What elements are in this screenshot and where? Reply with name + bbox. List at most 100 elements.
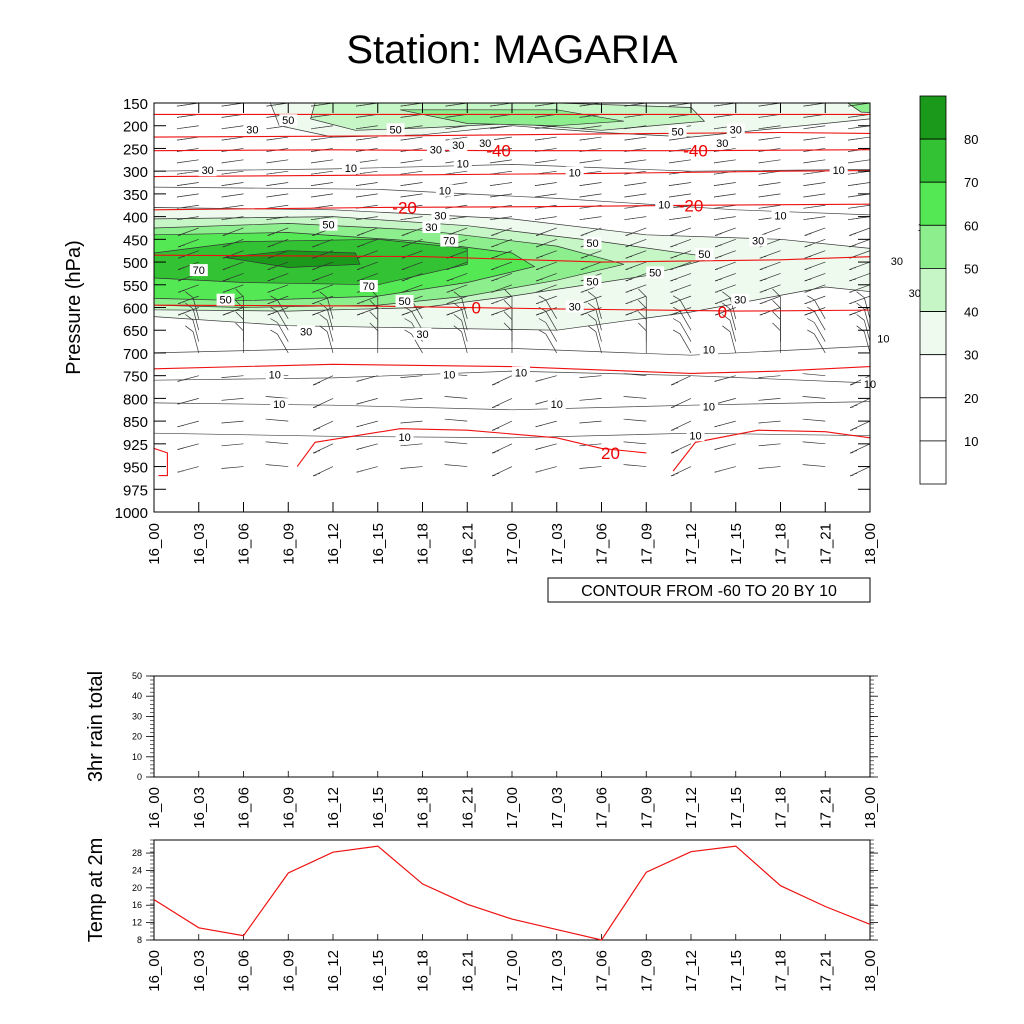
wind-barb [759,227,781,236]
wind-barb [535,443,557,450]
wind-barb [758,466,781,469]
wind-barb [849,466,870,477]
wind-barb-flag [312,257,316,259]
wind-barb-flag [763,256,767,258]
wind-barb-flag [772,288,781,298]
wind-barb [758,182,781,186]
wind-barb-flag [316,278,319,280]
wind-barb [579,466,602,469]
wind-barb [849,307,870,316]
wind-barb-flag [271,233,275,235]
wind-barb [624,396,647,399]
wind-barb [400,443,423,447]
wind-barb-flag [722,291,731,298]
humidity-contour-label: 30 [734,295,746,307]
wind-barb-flag [763,301,767,303]
wind-barb-flag [587,314,597,321]
humidity-contour-label: 50 [586,238,598,250]
wind-barb [670,239,692,248]
wind-barb-flag [715,268,718,270]
temp-panel-y-label: Temp at 2m [85,838,107,942]
wind-barb [848,136,870,141]
wind-barb-flag [271,301,275,303]
wind-barb-flag [715,257,718,259]
main-time-label: 17_06 [594,523,611,565]
wind-barb-flag [856,325,865,332]
wind-barb-flag [674,244,677,246]
wind-barb [595,320,602,342]
wind-barb-flag [401,314,405,316]
wind-barb [535,375,557,382]
wind-barb-flag [718,278,722,280]
wind-barb-flag [319,291,328,298]
contour-info-box: CONTOUR FROM -60 TO 20 BY 10 [547,577,871,603]
wind-barb-flag [491,268,495,270]
wind-barb-flag [450,312,454,315]
time-label: 17_12 [683,950,700,992]
wind-barb [759,295,781,305]
wind-barb [803,396,826,399]
wind-barb [669,182,692,186]
wind-barb-flag [401,246,405,248]
wind-barb [804,239,826,248]
colorbar-segment [919,181,947,226]
wind-barb-flag [763,278,767,280]
wind-barb-flag [503,322,513,332]
wind-barb [267,250,289,259]
humidity-contour-label: 10 [703,345,715,357]
wind-barb-flag [178,234,181,236]
wind-barb [534,193,557,198]
humidity-label-bg [565,166,584,179]
wind-barb [714,420,736,428]
wind-barb-flag [450,278,454,280]
main-y-axis-label: Pressure (hPa) [63,240,85,375]
humidity-contour-label: 30 [202,165,214,177]
main-time-label: 17_18 [773,523,790,565]
wind-barb-flag [226,244,230,246]
wind-barb [759,284,781,293]
wind-barb [813,333,826,354]
wind-barb-flag [850,474,854,477]
wind-barb-flag [235,311,244,320]
wind-barb [759,273,781,282]
wind-barb-flag [849,234,853,236]
wind-barb-flag [178,291,181,293]
wind-barb-flag [536,234,539,236]
wind-barb [154,182,155,183]
wind-barb [176,204,199,209]
wind-barb-flag [491,257,495,259]
main-time-label: 17_00 [504,523,521,565]
wind-barb [803,103,826,107]
wind-barb [266,204,289,209]
wind-barb [177,295,199,305]
humidity-label-bg [413,327,432,340]
wind-barb [356,250,378,259]
wind-barb [714,466,736,473]
y-tick-label: 16 [132,900,142,910]
wind-barb [276,299,289,320]
wind-barb-flag [674,301,677,303]
wind-barb-flag [492,383,496,386]
wind-barb-flag [670,302,674,305]
main-time-label: 16_03 [191,523,208,565]
wind-barb-flag [853,278,856,280]
wind-barb [446,307,468,316]
humidity-label-bg [359,280,378,292]
wind-barb [356,239,378,248]
humidity-contour-label: 30 [430,145,442,157]
time-label: 17_03 [549,787,566,829]
wind-barb-flag [369,311,379,320]
wind-barb-flag [629,233,633,235]
wind-barb [758,103,781,107]
humidity-label-bg [453,157,472,170]
humidity-label-bg [749,234,768,247]
wind-barb-flag [808,256,812,258]
wind-barb-flag [405,244,409,246]
wind-barb [490,193,513,198]
wind-barb-flag [491,234,495,236]
wind-barb-flag [319,314,328,321]
wind-barb [401,307,423,316]
wind-barb [535,295,557,305]
wind-barb [356,261,378,270]
wind-barb [848,170,870,175]
